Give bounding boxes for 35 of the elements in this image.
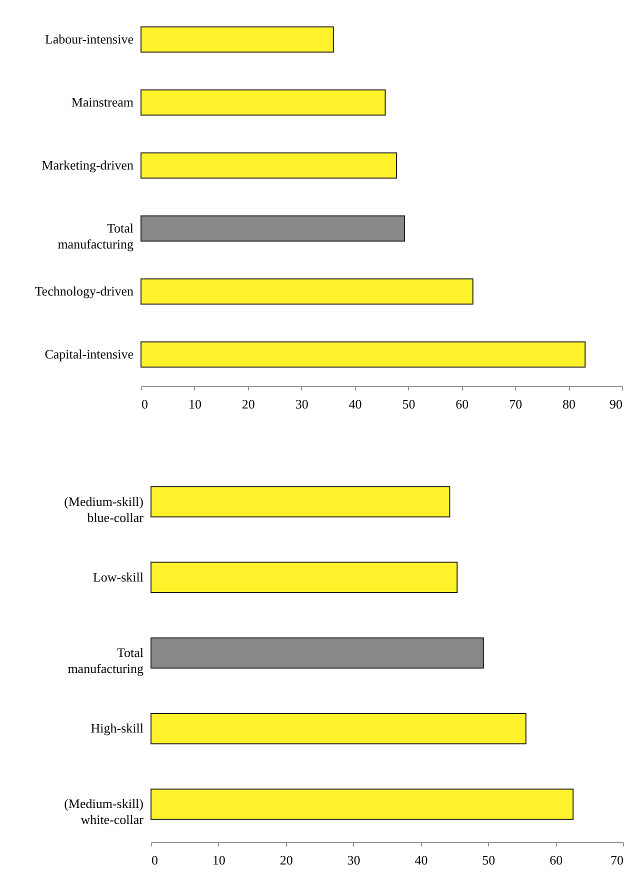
x-tick-label: 80 (562, 396, 576, 412)
y-tick-label: (Medium-skill) white-collar (64, 796, 144, 828)
y-tick-label: Labour-intensive (44, 32, 134, 46)
y-tick-label: Low-skill (92, 569, 144, 584)
x-tick-label: 0 (142, 396, 148, 412)
y-tick-label: High-skill (90, 720, 144, 736)
y-tick-label: Total manufacturing (68, 645, 144, 676)
bar (140, 215, 405, 242)
y-tick-label: Total manufacturing (58, 220, 134, 252)
x-tick-label: 70 (610, 852, 624, 868)
bar (140, 278, 474, 305)
x-tick-label: 90 (610, 396, 622, 412)
y-tick-label: (Medium-skill) blue-collar (64, 494, 144, 525)
x-tick-label: 10 (188, 396, 202, 412)
x-tick-label: 60 (550, 852, 563, 868)
x-tick-label: 30 (347, 852, 360, 868)
bar (140, 341, 586, 368)
bar (140, 89, 386, 116)
x-tick-label: 40 (414, 852, 428, 868)
x-tick-label: 60 (456, 396, 469, 412)
x-tick-label: 10 (212, 852, 226, 868)
x-tick-label: 40 (348, 396, 362, 412)
y-tick-label: Technology-driven (34, 284, 134, 298)
x-tick-label: 20 (242, 396, 255, 412)
x-tick-label: 50 (482, 852, 496, 868)
y-tick-label: Marketing-driven (42, 158, 134, 172)
x-tick-label: 30 (295, 396, 308, 412)
y-tick-label: Capital-intensive (44, 346, 134, 362)
y-tick-label: Mainstream (71, 94, 134, 110)
bar (140, 26, 334, 53)
x-tick-label: 70 (509, 396, 522, 412)
x-tick-label: 0 (152, 852, 158, 868)
x-tick-label: 20 (280, 852, 293, 868)
x-tick-label: 50 (402, 396, 416, 412)
bar (140, 152, 397, 179)
